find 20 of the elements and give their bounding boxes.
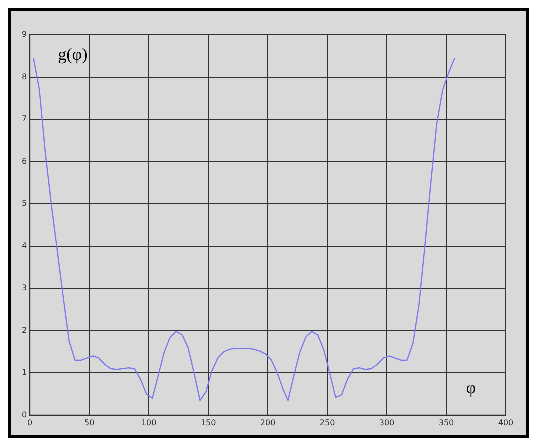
y-axis-title: g(φ) [58,44,88,64]
x-tick-label: 150 [200,418,216,428]
y-tick-label: 9 [22,30,28,40]
y-tick-label: 7 [22,114,28,124]
x-tick-label: 50 [84,418,95,428]
y-tick-label: 0 [22,410,28,420]
y-tick-label: 2 [22,326,28,335]
x-tick-label: 400 [498,418,514,428]
y-tick-label: 8 [22,72,28,82]
y-tick-label: 1 [22,368,28,378]
x-axis-title: φ [466,378,476,398]
x-tick-label: 300 [379,418,395,428]
y-tick-label: 6 [22,156,28,166]
x-tick-label: 200 [260,418,276,428]
y-tick-label: 5 [22,199,28,208]
x-tick-label: 100 [141,418,157,428]
y-tick-label: 4 [22,241,28,250]
x-tick-label: 350 [438,418,454,428]
x-tick-label: 250 [320,418,336,428]
y-tick-label: 3 [22,284,28,293]
